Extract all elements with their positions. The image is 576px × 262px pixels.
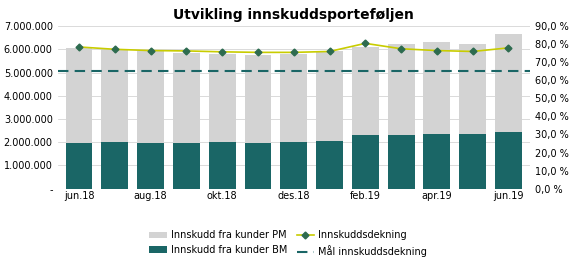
Bar [101, 142, 128, 189]
Bar [388, 135, 415, 189]
Bar [173, 143, 200, 189]
Bar [423, 42, 450, 134]
Bar [388, 44, 415, 135]
Bar [209, 54, 236, 142]
Bar [66, 48, 93, 143]
Bar [137, 51, 164, 143]
Bar [245, 56, 271, 143]
Bar [459, 134, 486, 189]
Bar [66, 143, 93, 189]
Legend: Innskudd fra kunder PM, Innskudd fra kunder BM, Innskuddsdekning, Mål innskuddsd: Innskudd fra kunder PM, Innskudd fra kun… [149, 230, 427, 257]
Title: Utvikling innskuddsporteføljen: Utvikling innskuddsporteføljen [173, 8, 414, 22]
Bar [173, 53, 200, 143]
Bar [495, 34, 522, 132]
Bar [281, 54, 307, 142]
Bar [245, 143, 271, 189]
Bar [101, 50, 128, 142]
Bar [209, 142, 236, 189]
Bar [495, 132, 522, 189]
Bar [316, 141, 343, 189]
Bar [316, 52, 343, 141]
Bar [459, 44, 486, 134]
Bar [281, 142, 307, 189]
Bar [137, 143, 164, 189]
Bar [352, 47, 379, 135]
Bar [352, 135, 379, 189]
Bar [423, 134, 450, 189]
